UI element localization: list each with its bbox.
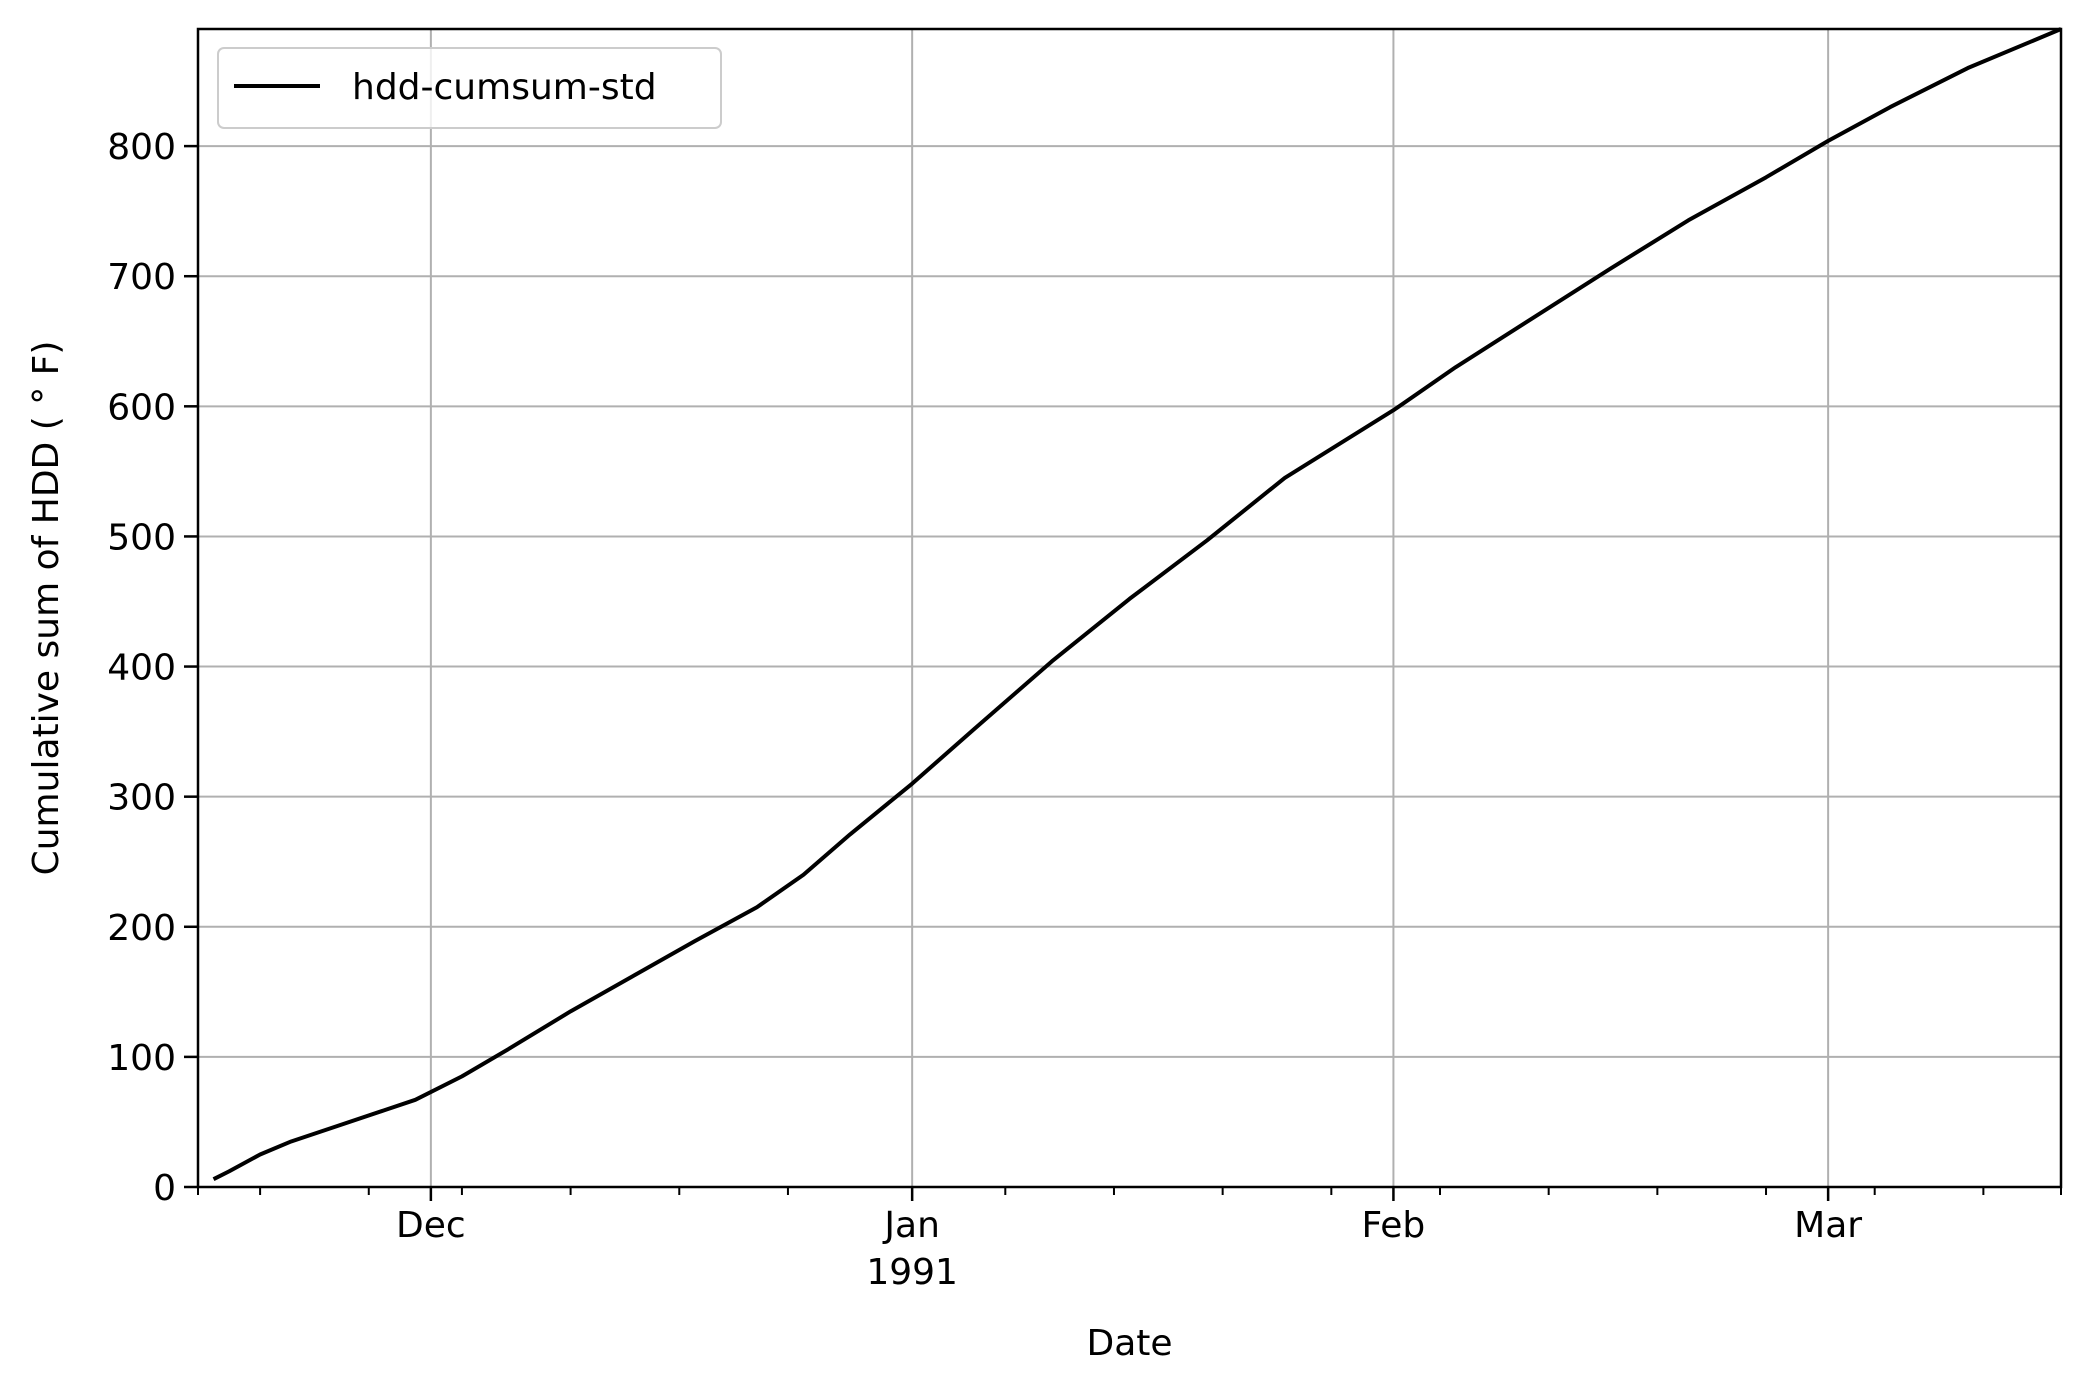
legend-label-hdd-cumsum-std: hdd-cumsum-std — [352, 67, 657, 108]
series-line-hdd-cumsum-std — [212, 27, 2062, 1181]
y-tick-label: 100 — [107, 1038, 176, 1079]
x-tick-sublabel: 1991 — [866, 1252, 958, 1293]
y-tick-label: 400 — [107, 648, 176, 689]
x-tick-label: Feb — [1362, 1205, 1426, 1246]
y-axis-ticks: 0 100 200 300 400 500 600 700 800 — [107, 127, 198, 1209]
y-tick-label: 700 — [107, 257, 176, 298]
y-tick-label: 0 — [153, 1168, 176, 1209]
y-tick-label: 300 — [107, 778, 176, 819]
legend: hdd-cumsum-std — [217, 47, 722, 129]
y-tick-label: 800 — [107, 127, 176, 168]
plot-area-frame — [196, 27, 2063, 1189]
y-tick-label: 500 — [107, 517, 176, 558]
x-axis-ticks: Dec Jan 1991 Feb Mar — [197, 1187, 2062, 1293]
y-axis-title: Cumulative sum of HDD ( ° F) — [26, 341, 67, 876]
x-tick-label: Dec — [396, 1205, 466, 1246]
legend-box — [217, 47, 722, 129]
series-layer — [212, 27, 2062, 1181]
x-tick-label: Mar — [1794, 1205, 1862, 1246]
y-tick-label: 600 — [107, 387, 176, 428]
y-tick-label: 200 — [107, 908, 176, 949]
x-tick-label: Jan — [882, 1205, 940, 1246]
x-axis-title: Date — [1086, 1323, 1172, 1364]
grid-lines — [198, 29, 2061, 1188]
